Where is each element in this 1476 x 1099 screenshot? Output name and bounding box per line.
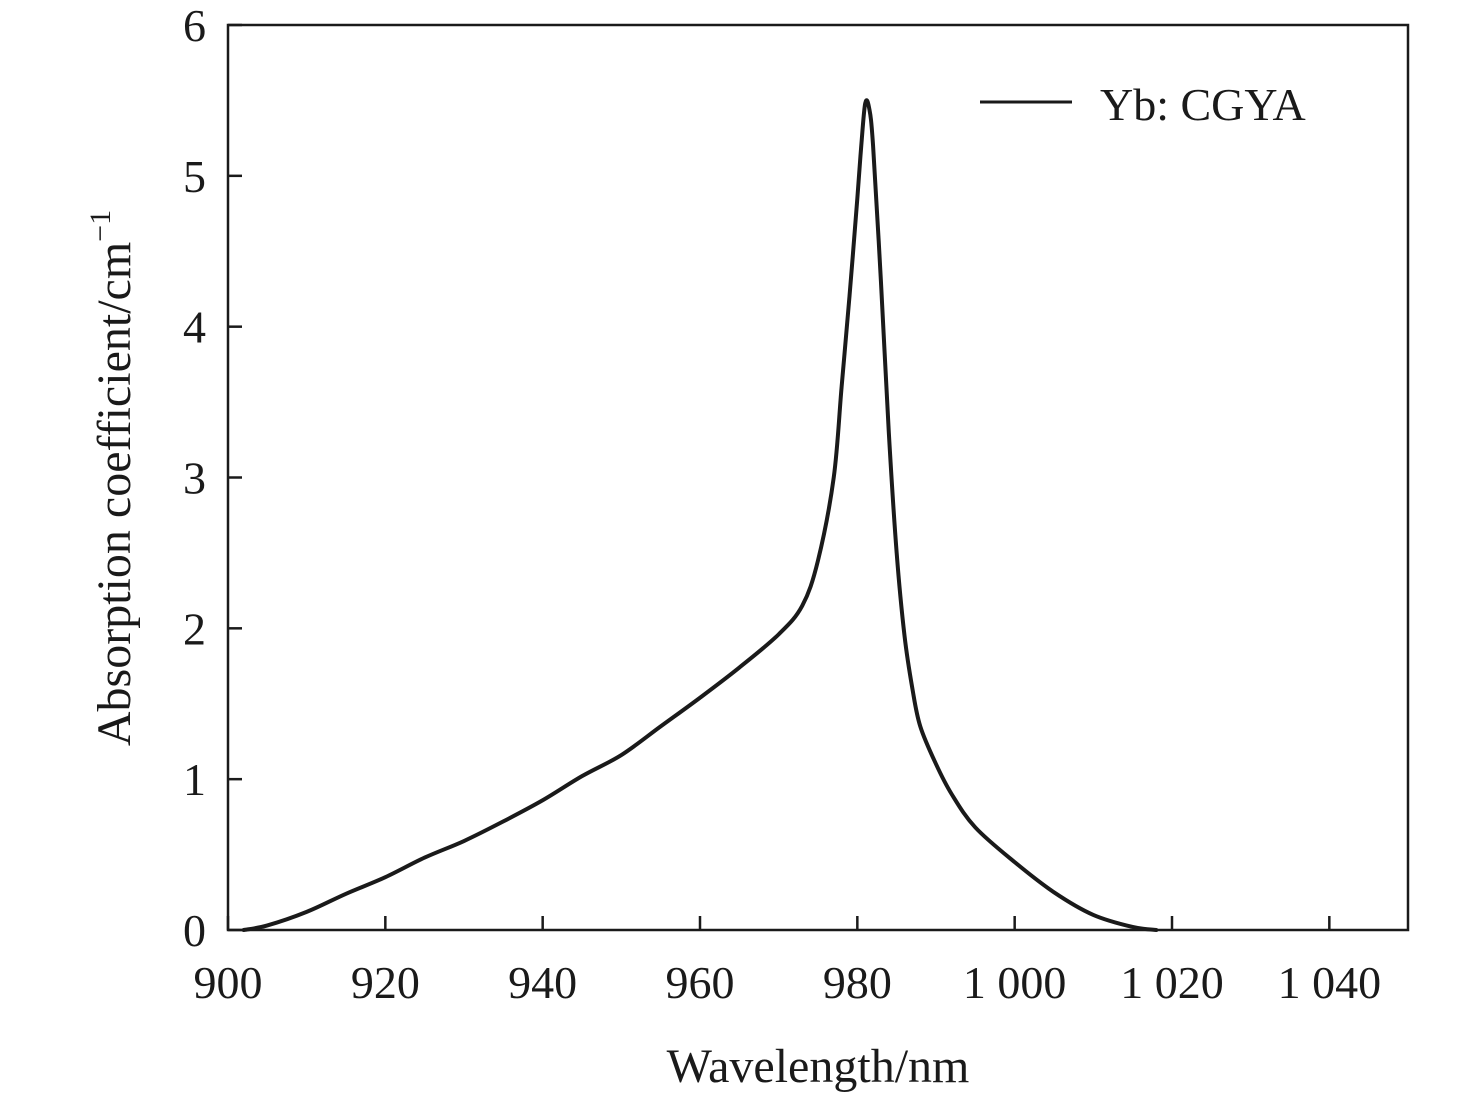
x-axis: 900 920 940 960 980 1 000 1 020 1 040 [194,916,1382,1008]
y-tick-label: 2 [183,603,206,654]
y-tick-label: 5 [183,151,206,202]
legend-label: Yb: CGYA [1100,79,1306,130]
x-tick-label: 940 [508,957,577,1008]
x-tick-label: 1 000 [963,957,1067,1008]
y-tick-label: 0 [183,905,206,956]
y-axis-title-superscript: −1 [84,210,117,242]
y-tick-label: 1 [183,754,206,805]
series-line-yb-cgya [241,98,1159,932]
y-axis-title-main: Absorption coefficient/cm [88,242,141,746]
x-tick-label: 900 [194,957,263,1008]
y-axis-title: Absorption coefficient/cm−1 [84,210,141,746]
x-tick-label: 920 [351,957,420,1008]
plot-frame [226,23,1410,932]
x-axis-title: Wavelength/nm [667,1040,970,1093]
y-axis: 0 1 2 3 4 5 6 [183,0,242,956]
y-tick-label: 4 [183,302,206,353]
y-tick-label: 6 [183,0,206,51]
x-tick-label: 980 [823,957,892,1008]
x-tick-label: 960 [666,957,735,1008]
x-tick-label: 1 040 [1278,957,1382,1008]
x-tick-label: 1 020 [1120,957,1224,1008]
y-axis-title-group: Absorption coefficient/cm−1 [84,210,141,746]
legend: Yb: CGYA [980,79,1306,130]
y-tick-label: 3 [183,453,206,504]
